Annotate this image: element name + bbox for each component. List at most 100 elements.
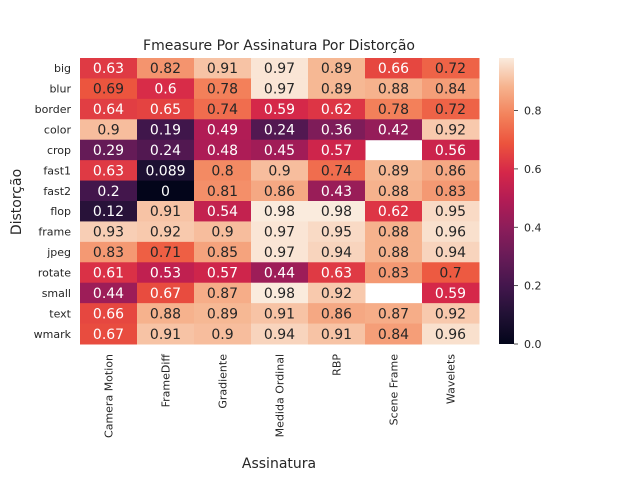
cell-value-label: 0.19 — [150, 123, 181, 139]
heatmap-cell — [365, 78, 423, 100]
cell-value-label: 0.94 — [435, 245, 466, 261]
cell-value-label: 0.83 — [93, 245, 124, 261]
column-label: Gradiente — [217, 354, 230, 409]
heatmap-cell — [194, 78, 252, 100]
heatmap-cell — [365, 221, 423, 243]
cell-value-label: 0.69 — [93, 82, 124, 98]
cell-value-label: 0.89 — [378, 163, 409, 179]
chart-title: Fmeasure Por Assinatura Por Distorção — [143, 38, 415, 54]
cell-value-label: 0.63 — [321, 266, 352, 282]
cell-value-label: 0.95 — [435, 204, 466, 220]
row-label: crop — [47, 144, 71, 157]
heatmap-cell — [365, 323, 423, 345]
heatmap-cell — [308, 241, 366, 263]
cell-value-label: 0.91 — [150, 204, 181, 220]
heatmap-cell — [137, 201, 195, 222]
cell-value-label: 0.97 — [264, 225, 295, 241]
heatmap-cell — [194, 323, 252, 345]
heatmap-cell — [80, 139, 138, 161]
cell-value-label: 0.7 — [439, 266, 461, 282]
row-label: fast1 — [43, 164, 71, 177]
cell-value-label: 0.83 — [378, 266, 409, 282]
cell-value-label: 0.089 — [145, 163, 185, 179]
column-label: Wavelets — [445, 354, 458, 404]
cell-value-label: 0.94 — [321, 245, 352, 261]
heatmap-cell — [308, 323, 366, 345]
cell-value-label: 0 — [161, 184, 170, 200]
heatmap-cell — [251, 303, 309, 325]
row-label: jpeg — [46, 246, 71, 259]
row-label: big — [54, 62, 71, 75]
cell-value-label: 0.82 — [150, 61, 181, 77]
colorbar-ticks: 0.0 0.2 0.4 0.6 0.8 — [514, 105, 542, 351]
cell-value-label: 0.92 — [435, 306, 466, 322]
heatmap-cell — [137, 180, 195, 202]
heatmap-cell — [251, 201, 309, 222]
heatmap-cell — [308, 262, 366, 284]
cell-value-label: 0.57 — [207, 266, 238, 282]
heatmap-cell — [137, 282, 195, 304]
cell-value-label: 0.84 — [435, 82, 466, 98]
row-label: color — [44, 124, 72, 137]
column-labels: Camera Motion FrameDiff Gradiente Medida Or… — [103, 354, 458, 438]
cell-value-label: 0.9 — [211, 327, 233, 343]
heatmap-cell — [251, 160, 309, 182]
cell-value-label: 0.66 — [93, 306, 124, 322]
cell-value-label: 0.86 — [264, 184, 295, 200]
heatmap-cells: 0.63 0.82 0.91 0.97 0.89 0.66 0.72 0.69 0.6 0.78 0… — [80, 58, 480, 345]
cell-value-label: 0.29 — [93, 143, 124, 159]
cell-value-label: 0.62 — [321, 102, 352, 118]
heatmap-cell — [251, 98, 309, 120]
heatmap-cell — [80, 201, 138, 222]
cell-value-label: 0.84 — [378, 327, 409, 343]
cell-value-label: 0.97 — [264, 61, 295, 77]
heatmap-cell — [80, 119, 138, 141]
cell-value-label: 0.97 — [264, 245, 295, 261]
heatmap-cell — [80, 180, 138, 202]
cell-value-label: 0.24 — [150, 143, 181, 159]
heatmap-cell — [194, 241, 252, 263]
row-label: fast2 — [43, 185, 71, 198]
heatmap-cell — [308, 180, 366, 202]
row-label: rotate — [38, 267, 71, 280]
cell-value-label: 0.9 — [97, 123, 119, 139]
cell-value-label: 0.44 — [93, 286, 124, 302]
heatmap-cell — [422, 119, 480, 141]
heatmap-cell — [308, 303, 366, 325]
cell-value-label: 0.92 — [150, 225, 181, 241]
cell-value-label: 0.49 — [207, 123, 238, 139]
cell-value-label: 0.88 — [150, 306, 181, 322]
cell-value-label: 0.83 — [435, 184, 466, 200]
cell-value-label: 0.97 — [264, 82, 295, 98]
row-label: small — [42, 287, 71, 300]
cell-value-label: 0.86 — [435, 163, 466, 179]
colorbar-tick-label: 0.2 — [524, 280, 542, 293]
heatmap-cell — [80, 241, 138, 263]
column-label: Medida Ordinal — [274, 354, 287, 437]
cell-value-label: 0.9 — [268, 163, 290, 179]
cell-value-label: 0.53 — [150, 266, 181, 282]
heatmap-cell — [80, 303, 138, 325]
colorbar-tick-label: 0.8 — [524, 105, 542, 118]
row-label: flop — [50, 205, 71, 218]
cell-value-label: 0.9 — [211, 225, 233, 241]
cell-value-label: 0.59 — [264, 102, 295, 118]
cell-value-label: 0.91 — [150, 327, 181, 343]
cell-value-label: 0.74 — [207, 102, 238, 118]
cell-value-label: 0.98 — [264, 286, 295, 302]
cell-value-label: 0.42 — [378, 123, 409, 139]
cell-value-label: 0.62 — [378, 204, 409, 220]
cell-value-label: 0.98 — [264, 204, 295, 220]
heatmap-cell — [251, 139, 309, 161]
heatmap-cell — [194, 201, 252, 222]
colorbar-tick-label: 0.4 — [524, 221, 542, 234]
cell-value-label: 0.91 — [264, 306, 295, 322]
heatmap-cell — [194, 58, 252, 79]
heatmap-cell — [422, 323, 480, 345]
cell-value-label: 0.67 — [150, 286, 181, 302]
heatmap-cell — [308, 119, 366, 141]
heatmap-cell — [137, 262, 195, 284]
heatmap-cell — [137, 303, 195, 325]
row-label: text — [49, 307, 71, 320]
heatmap-cell — [422, 241, 480, 263]
